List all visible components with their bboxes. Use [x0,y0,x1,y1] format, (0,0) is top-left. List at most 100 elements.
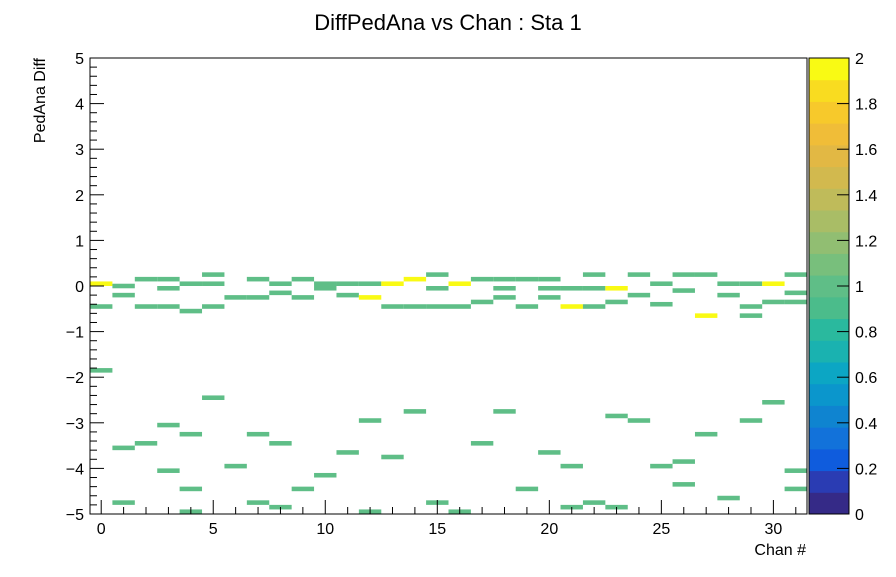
heatmap-cell [179,431,203,437]
colorbar-segment [809,166,849,189]
heatmap-cell [134,276,158,282]
heatmap-cell [403,276,427,282]
colorbar-segment [809,101,849,124]
heatmap-cell [358,418,382,423]
heatmap-cell [269,441,292,446]
colorbar-segment [809,492,849,515]
colorbar-segment [809,210,849,233]
heatmap-cell [426,286,449,291]
heatmap-cell [90,368,113,373]
heatmap-cell [291,295,315,300]
heatmap-cell [627,272,651,277]
heatmap-cell [538,450,561,455]
y-tick-label: −3 [66,416,84,433]
heatmap-cell [694,272,718,277]
heatmap-cell [650,281,673,286]
heatmap-cell [493,409,516,414]
heatmap-cell [627,418,651,423]
colorbar-tick-label: 0.6 [855,370,877,387]
heatmap-cell [157,286,180,291]
colorbar-segment [809,318,849,341]
heatmap-cell [784,486,807,492]
heatmap-cell [448,281,471,286]
colorbar-segment [809,253,849,276]
heatmap-cell [470,299,494,305]
heatmap-cell [515,276,539,282]
heatmap-cell [605,299,628,305]
y-tick-label: 3 [75,142,84,159]
heatmap-cell [224,463,247,469]
heatmap-cell [426,304,449,309]
heatmap-cell [717,281,740,286]
heatmap-cell [269,290,292,296]
heatmap-cell [470,441,494,446]
heatmap-cell [627,292,651,298]
heatmap-cell [717,495,740,501]
heatmap-cell [112,283,135,289]
y-tick-label: 2 [75,188,84,205]
colorbar-segment [809,144,849,168]
heatmap-cell [762,299,785,305]
heatmap-cell [179,486,203,492]
colorbar-tick-label: 0 [855,507,864,524]
colorbar-tick-label: 1.2 [855,233,877,250]
heatmap-cell [403,304,427,309]
heatmap-cell [134,441,158,446]
heatmap-cell [291,276,315,282]
heatmap-cell [246,295,270,300]
colorbar-segment [809,340,849,363]
heatmap-cell [582,500,606,505]
y-tick-label: 0 [75,279,84,296]
heatmap-cell [358,295,382,300]
heatmap-cell [650,301,673,307]
heatmap-cell [314,472,337,478]
heatmap-cell [672,288,695,293]
heatmap-cell [246,276,270,282]
heatmap-cell [448,304,471,309]
y-tick-label: 1 [75,233,84,250]
heatmap-cell [515,486,539,492]
y-tick-label: −1 [66,325,84,342]
colorbar: 0 0.2 0.4 0.6 0.8 1 1.2 1.4 1.6 1.8 2 [808,51,877,524]
colorbar-tick-label: 1.4 [855,188,877,205]
heatmap-cell [336,292,359,298]
heatmap-cell [538,276,561,282]
heatmap-cell [739,281,763,286]
heatmap-cell [694,313,718,318]
heatmap-cell [403,409,427,414]
x-tick-label: 25 [652,521,670,538]
heatmap-cell [694,431,718,437]
heatmap-cell [515,304,539,309]
heatmap-cell [157,422,180,428]
heatmap-cell [336,450,359,455]
heatmap-cell [291,486,315,492]
heatmap-cell [202,272,225,277]
colorbar-tick-label: 0.8 [855,325,877,342]
colorbar-segment [809,470,849,493]
heatmap-cell [179,281,203,286]
heatmap-cell [112,292,135,298]
heatmap-cell [157,276,180,282]
heatmap-cell [90,304,113,309]
heatmap-cells [90,272,807,514]
axes: 0 5 10 15 20 25 30 −5 −4 −3 −2 −1 0 1 2 3 4 5 [66,51,808,538]
heatmap-cell [582,304,606,309]
heatmap-cell [314,281,337,286]
colorbar-segment [809,362,849,385]
x-tick-label: 30 [764,521,782,538]
heatmap-cell [381,304,404,309]
heatmap-cell [112,445,135,451]
heatmap-cell [314,286,337,291]
heatmap-cell [202,304,225,309]
heatmap-cell [560,463,583,469]
heatmap-cell [336,281,359,286]
heatmap-cell [672,459,695,464]
heatmap-cell [134,304,158,309]
x-axis-label: Chan # [754,542,806,559]
heatmap-cell [381,281,404,286]
heatmap-cell [202,281,225,286]
x-tick-label: 0 [97,521,106,538]
colorbar-segment [809,123,849,146]
